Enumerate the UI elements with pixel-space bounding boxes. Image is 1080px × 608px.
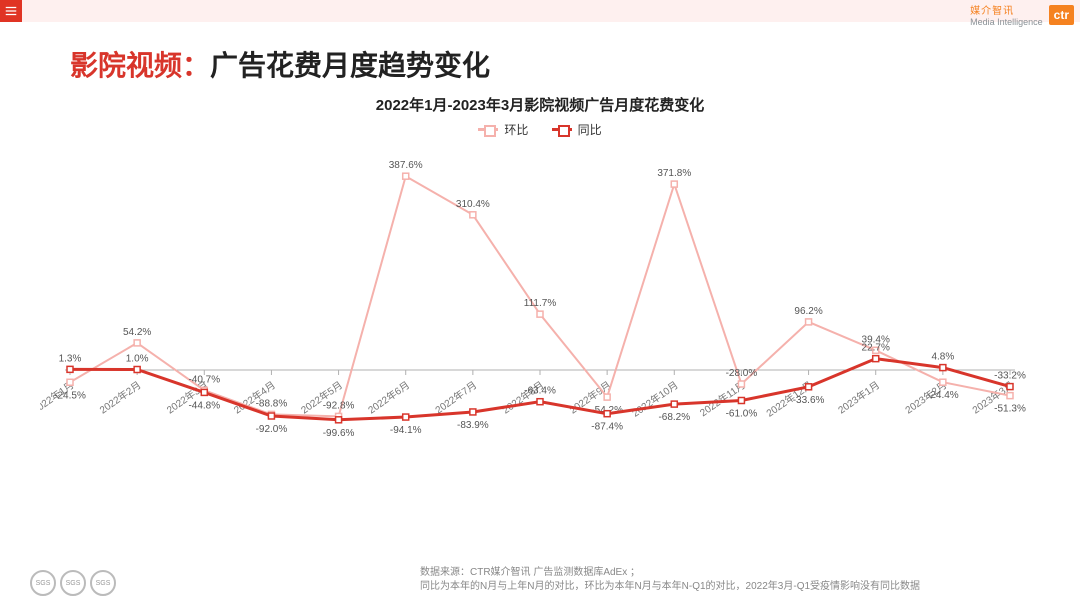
brand-block: 媒介智讯 Media Intelligence ctr xyxy=(970,2,1074,28)
chart-subtitle: 2022年1月-2023年3月影院视频广告月度花费变化 xyxy=(0,94,1080,115)
svg-text:1.0%: 1.0% xyxy=(126,354,149,365)
svg-text:-28.0%: -28.0% xyxy=(726,368,758,379)
svg-text:2023年1月: 2023年1月 xyxy=(835,378,882,416)
svg-text:-83.9%: -83.9% xyxy=(457,420,489,431)
sgs-badge-2: SGS xyxy=(60,570,86,596)
line-chart-svg: 2022年1月2022年2月2022年3月2022年4月2022年5月2022年… xyxy=(40,150,1040,490)
svg-text:-99.6%: -99.6% xyxy=(323,428,355,439)
brand-logo: ctr xyxy=(1049,5,1074,25)
legend-item-mom: 环比 xyxy=(478,121,528,138)
hamburger-icon xyxy=(4,4,18,18)
sgs-badge-1: SGS xyxy=(30,570,56,596)
chart-area: 2022年1月2022年2月2022年3月2022年4月2022年5月2022年… xyxy=(40,150,1040,490)
page-root: 媒介智讯 Media Intelligence ctr 影院视频：广告花费月度趋… xyxy=(0,0,1080,608)
svg-text:54.2%: 54.2% xyxy=(123,327,151,338)
legend-item-yoy: 同比 xyxy=(552,121,602,138)
svg-text:-44.8%: -44.8% xyxy=(188,400,220,411)
svg-text:310.4%: 310.4% xyxy=(456,199,490,210)
svg-text:-92.8%: -92.8% xyxy=(323,400,355,411)
title-red: 影院视频： xyxy=(70,50,210,81)
top-bar: 媒介智讯 Media Intelligence ctr xyxy=(0,0,1080,22)
svg-text:-68.2%: -68.2% xyxy=(658,412,690,423)
svg-text:22.7%: 22.7% xyxy=(862,343,890,354)
svg-text:-61.0%: -61.0% xyxy=(726,409,758,420)
footnote-line2: 同比为本年的N月与上年N月的对比，环比为本年N月与本年N-Q1的对比，2022年… xyxy=(420,580,920,594)
svg-text:-94.1%: -94.1% xyxy=(390,425,422,436)
svg-text:-92.0%: -92.0% xyxy=(256,424,288,435)
svg-text:371.8%: 371.8% xyxy=(657,168,691,179)
brand-cn: 媒介智讯 xyxy=(970,6,1014,17)
title-black: 广告花费月度趋势变化 xyxy=(210,50,490,81)
svg-text:-33.2%: -33.2% xyxy=(994,371,1026,382)
chart-legend: 环比 同比 xyxy=(0,120,1080,138)
svg-text:-88.8%: -88.8% xyxy=(256,398,288,409)
legend-swatch-yoy xyxy=(552,128,572,131)
svg-text:2022年2月: 2022年2月 xyxy=(97,378,144,416)
svg-text:111.7%: 111.7% xyxy=(524,298,557,309)
svg-text:-24.4%: -24.4% xyxy=(927,390,959,401)
svg-text:2022年8月: 2022年8月 xyxy=(500,378,547,416)
legend-swatch-mom xyxy=(478,128,498,131)
svg-text:-51.3%: -51.3% xyxy=(994,404,1026,415)
svg-text:-24.5%: -24.5% xyxy=(54,390,86,401)
footnote: 数据来源：CTR媒介智讯 广告监测数据库AdEx ； 同比为本年的N月与上年N月… xyxy=(420,566,920,594)
svg-text:-40.7%: -40.7% xyxy=(188,374,220,385)
legend-label-yoy: 同比 xyxy=(578,121,602,138)
page-title: 影院视频：广告花费月度趋势变化 xyxy=(70,44,490,84)
brand-en: Media Intelligence xyxy=(970,17,1043,27)
menu-button[interactable] xyxy=(0,0,22,22)
footnote-line1: 数据来源：CTR媒介智讯 广告监测数据库AdEx ； xyxy=(420,566,920,580)
svg-text:2022年6月: 2022年6月 xyxy=(365,378,412,416)
legend-label-mom: 环比 xyxy=(504,121,528,138)
sgs-badge-3: SGS xyxy=(90,570,116,596)
brand-text: 媒介智讯 Media Intelligence xyxy=(970,2,1043,28)
svg-text:-33.6%: -33.6% xyxy=(793,395,825,406)
svg-text:-87.4%: -87.4% xyxy=(591,422,623,433)
sgs-badges: SGS SGS SGS xyxy=(30,570,116,596)
svg-text:-63.4%: -63.4% xyxy=(524,386,556,397)
svg-text:1.3%: 1.3% xyxy=(59,353,82,364)
svg-text:387.6%: 387.6% xyxy=(389,160,423,171)
svg-text:4.8%: 4.8% xyxy=(931,352,954,363)
svg-text:96.2%: 96.2% xyxy=(794,306,822,317)
